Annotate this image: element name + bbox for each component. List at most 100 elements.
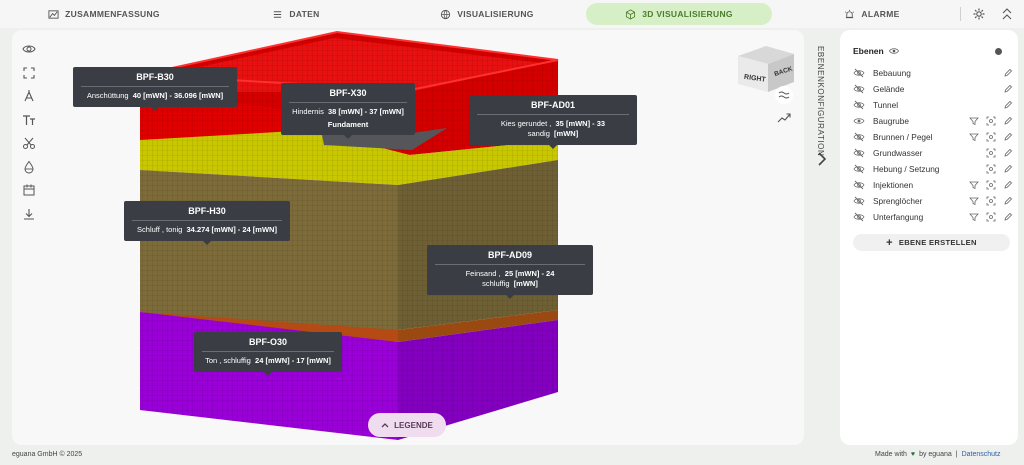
eye-icon[interactable] bbox=[853, 116, 865, 126]
tab-alarme[interactable]: ALARME bbox=[840, 3, 904, 25]
tooltip-label: Schluff , tonig bbox=[137, 225, 183, 234]
view-cube[interactable]: RIGHT BACK bbox=[736, 42, 796, 94]
compass-measure-icon[interactable] bbox=[22, 89, 36, 103]
focus-icon[interactable] bbox=[986, 180, 996, 190]
edit-pencil-icon[interactable] bbox=[1003, 164, 1013, 174]
eye-target-icon[interactable] bbox=[22, 42, 36, 56]
legend-button[interactable]: LEGENDE bbox=[368, 413, 446, 437]
tab-3d-visualisierung[interactable]: 3D VISUALISIERUNG bbox=[586, 3, 772, 25]
tooltip-row: schluffig [mWN] bbox=[435, 279, 585, 289]
tooltip-title: BPF-H30 bbox=[132, 206, 282, 221]
eye-off-icon[interactable] bbox=[853, 68, 865, 78]
scissors-icon[interactable] bbox=[22, 136, 36, 150]
collapse-arrows-icon[interactable] bbox=[1000, 7, 1014, 21]
filter-icon[interactable] bbox=[969, 132, 979, 142]
layer-row[interactable]: Baugrube bbox=[853, 113, 1013, 129]
tooltip-title: BPF-X30 bbox=[289, 88, 407, 103]
tab-zusammenfassung[interactable]: ZUSAMMENFASSUNG bbox=[44, 3, 164, 25]
filter-icon[interactable] bbox=[969, 68, 979, 78]
edit-pencil-icon[interactable] bbox=[1003, 180, 1013, 190]
tooltip-row: Schluff , tonig 34.274 [mWN] - 24 [mWN] bbox=[132, 225, 282, 235]
tab-label: ZUSAMMENFASSUNG bbox=[65, 9, 160, 19]
3d-soil-model[interactable] bbox=[12, 30, 804, 445]
edit-pencil-icon[interactable] bbox=[1003, 84, 1013, 94]
edit-pencil-icon[interactable] bbox=[1003, 148, 1013, 158]
edit-pencil-icon[interactable] bbox=[1003, 116, 1013, 126]
made-with-text: Made with bbox=[875, 451, 907, 458]
download-icon[interactable] bbox=[22, 207, 36, 221]
focus-icon[interactable] bbox=[986, 84, 996, 94]
create-layer-button[interactable]: + EBENE ERSTELLEN bbox=[853, 234, 1010, 251]
eye-off-icon[interactable] bbox=[853, 164, 865, 174]
3d-canvas[interactable]: BPF-B30 Anschüttung 40 [mWN] - 36.096 [m… bbox=[12, 30, 804, 445]
calendar-icon[interactable] bbox=[22, 183, 36, 197]
layer-row[interactable]: Sprenglöcher bbox=[853, 193, 1013, 209]
filter-icon[interactable] bbox=[969, 84, 979, 94]
focus-icon[interactable] bbox=[986, 100, 996, 110]
layer-name: Hebung / Setzung bbox=[873, 164, 940, 174]
footer-copyright: eguana GmbH © 2025 bbox=[12, 451, 83, 458]
focus-icon[interactable] bbox=[986, 116, 996, 126]
chevron-up-icon bbox=[381, 423, 389, 428]
tooltip-bpf-b30: BPF-B30 Anschüttung 40 [mWN] - 36.096 [m… bbox=[73, 67, 237, 111]
gear-icon[interactable] bbox=[972, 7, 986, 21]
eye-off-icon[interactable] bbox=[853, 148, 865, 158]
edit-pencil-icon[interactable] bbox=[1003, 132, 1013, 142]
wave-icon[interactable] bbox=[774, 85, 794, 105]
left-toolbar bbox=[22, 42, 38, 230]
filter-icon[interactable] bbox=[969, 148, 979, 158]
focus-icon[interactable] bbox=[986, 196, 996, 206]
focus-icon[interactable] bbox=[986, 132, 996, 142]
edit-pencil-icon[interactable] bbox=[1003, 68, 1013, 78]
layer-row[interactable]: Bebauung bbox=[853, 65, 1013, 81]
text-size-icon[interactable] bbox=[22, 113, 36, 127]
layers-config-label: EBENENKONFIGURATION bbox=[816, 46, 825, 157]
eye-off-icon[interactable] bbox=[853, 84, 865, 94]
filter-icon[interactable] bbox=[969, 196, 979, 206]
filter-icon[interactable] bbox=[969, 116, 979, 126]
tab-daten[interactable]: DATEN bbox=[264, 3, 328, 25]
edit-pencil-icon[interactable] bbox=[1003, 212, 1013, 222]
eye-off-icon[interactable] bbox=[853, 212, 865, 222]
tooltip-label: Kies gerundet , bbox=[500, 119, 552, 128]
layer-name: Grundwasser bbox=[873, 148, 923, 158]
chevron-right-icon[interactable] bbox=[816, 150, 828, 168]
privacy-link[interactable]: Datenschutz bbox=[961, 451, 1001, 458]
trend-icon[interactable] bbox=[774, 108, 794, 128]
edit-pencil-icon[interactable] bbox=[1003, 196, 1013, 206]
tooltip-row: Hindernis 38 [mWN] - 37 [mWN] bbox=[289, 107, 407, 117]
edit-pencil-icon[interactable] bbox=[1003, 100, 1013, 110]
tooltip-bpf-o30: BPF-O30 Ton , schluffig 24 [mWN] - 17 [m… bbox=[194, 332, 342, 376]
layer-name: Unterfangung bbox=[873, 212, 924, 222]
filter-icon[interactable] bbox=[969, 164, 979, 174]
filter-icon[interactable] bbox=[969, 180, 979, 190]
top-navigation: ZUSAMMENFASSUNG DATEN VISUALISIERUNG 3D … bbox=[0, 0, 1024, 28]
eye-off-icon[interactable] bbox=[853, 180, 865, 190]
layer-row[interactable]: Grundwasser bbox=[853, 145, 1013, 161]
layer-row[interactable]: Hebung / Setzung bbox=[853, 161, 1013, 177]
tab-visualisierung[interactable]: VISUALISIERUNG bbox=[436, 3, 538, 25]
layer-row[interactable]: Injektionen bbox=[853, 177, 1013, 193]
tab-label: ALARME bbox=[861, 9, 900, 19]
focus-icon[interactable] bbox=[986, 164, 996, 174]
focus-icon[interactable] bbox=[986, 68, 996, 78]
water-drop-icon[interactable] bbox=[22, 160, 36, 174]
by-eguana-text: by eguana bbox=[919, 451, 952, 458]
layer-row[interactable]: Unterfangung bbox=[853, 209, 1013, 225]
layer-row[interactable]: Gelände bbox=[853, 81, 1013, 97]
filter-icon[interactable] bbox=[969, 100, 979, 110]
eye-off-icon[interactable] bbox=[853, 196, 865, 206]
viewcube-front-label[interactable]: RIGHT bbox=[744, 74, 767, 84]
eye-icon[interactable] bbox=[888, 47, 899, 55]
filter-icon[interactable] bbox=[969, 212, 979, 222]
tab-label: DATEN bbox=[289, 9, 320, 19]
layer-row[interactable]: Brunnen / Pegel bbox=[853, 129, 1013, 145]
status-dot bbox=[995, 48, 1002, 55]
fullscreen-icon[interactable] bbox=[22, 66, 36, 80]
focus-icon[interactable] bbox=[986, 148, 996, 158]
eye-off-icon[interactable] bbox=[853, 100, 865, 110]
focus-icon[interactable] bbox=[986, 212, 996, 222]
layer-row[interactable]: Tunnel bbox=[853, 97, 1013, 113]
eye-off-icon[interactable] bbox=[853, 132, 865, 142]
layers-config-tab[interactable]: EBENENKONFIGURATION bbox=[808, 30, 832, 445]
